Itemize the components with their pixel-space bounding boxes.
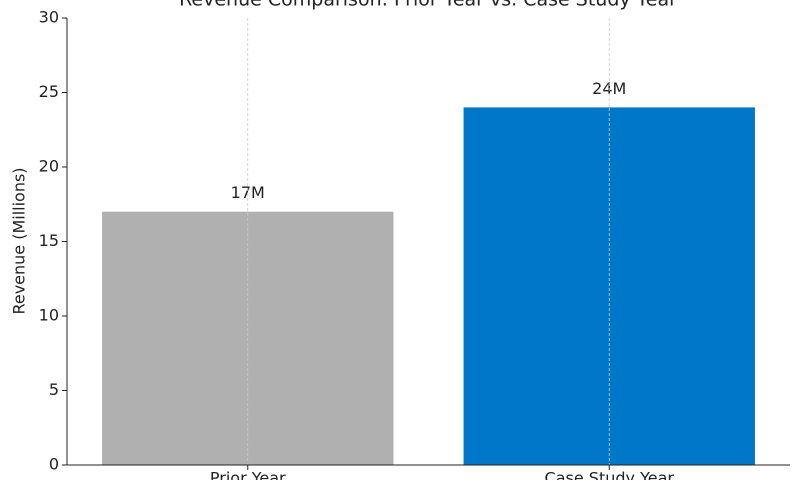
bar xyxy=(463,107,755,466)
y-tick-label: 20 xyxy=(39,157,59,176)
y-tick-label: 5 xyxy=(49,380,59,399)
y-tick-label: 0 xyxy=(49,455,59,474)
y-tick-label: 25 xyxy=(39,82,59,101)
y-tick-label: 15 xyxy=(39,231,59,250)
x-tick-label: Prior Year xyxy=(210,469,286,480)
value-label: 17M xyxy=(231,183,265,202)
x-tick-label: Case Study Year xyxy=(545,469,675,480)
y-axis-label: Revenue (Millions) xyxy=(10,167,29,314)
y-tick-label: 10 xyxy=(39,306,59,325)
chart-title: Revenue Comparison: Prior Year vs. Case … xyxy=(179,0,677,11)
y-tick-label: 30 xyxy=(39,8,59,27)
